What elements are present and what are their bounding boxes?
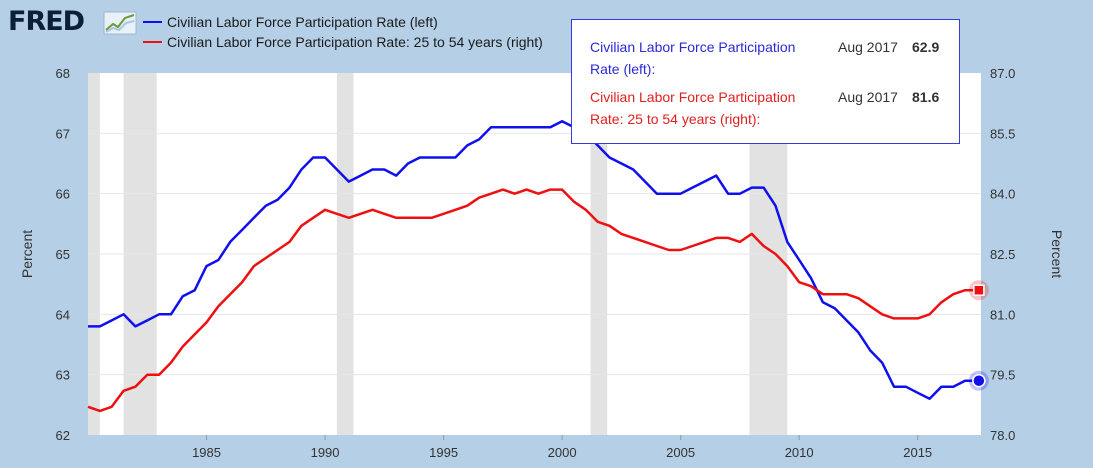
fred-logo[interactable]: FRED [8,6,85,37]
x-tick-label: 2015 [903,445,932,460]
legend-label: Civilian Labor Force Participation Rate … [167,14,438,30]
y-tick-label-left: 65 [56,247,70,262]
line-graph-icon [103,11,137,35]
hover-marker [972,373,986,388]
x-tick-label: 1985 [192,445,221,460]
y-tick-label-right: 79.5 [990,368,1015,383]
y-tick-label-left: 68 [56,66,70,81]
y-tick-label-right: 81.0 [990,307,1015,322]
x-tick-label: 2005 [666,445,695,460]
legend-item-left-series[interactable]: Civilian Labor Force Participation Rate … [143,14,438,30]
x-tick-label: 2000 [548,445,577,460]
legend-item-right-series[interactable]: Civilian Labor Force Participation Rate:… [143,34,543,50]
y-tick-label-right: 82.5 [990,247,1015,262]
series-line-left [88,120,979,401]
series-line-right [87,188,979,413]
tooltip-series-label: Civilian Labor Force Participation Rate … [590,39,796,77]
tooltip-date: Aug 2017 [838,39,898,55]
hover-markers [968,280,989,391]
axis-ticks: 62 63 64 65 66 67 68 78.0 79.5 81.0 82.5 84.0 85.5 87… [56,66,1016,460]
y-tick-label-left: 64 [56,307,70,322]
y-tick-label-right: 78.0 [990,428,1015,443]
hover-marker [973,284,985,296]
chart-tooltip: Civilian Labor Force Participation Rate … [571,19,960,144]
series-lines [87,120,979,413]
y-axis-title-right: Percent [1049,230,1065,278]
tooltip-value: 62.9 [912,39,940,55]
y-tick-label-left: 62 [56,428,70,443]
x-tick-label: 1990 [311,445,340,460]
y-tick-label-left: 63 [56,368,70,383]
y-tick-label-right: 84.0 [990,187,1015,202]
tooltip-series-label: Civilian Labor Force Participation Rate:… [590,89,796,127]
y-tick-label-left: 66 [56,187,70,202]
y-tick-label-right: 87.0 [990,66,1015,81]
x-tick-label: 1995 [429,445,458,460]
legend-swatch-blue [143,21,162,23]
tooltip-date: Aug 2017 [838,89,898,105]
tooltip-value: 81.6 [912,89,940,105]
legend-label: Civilian Labor Force Participation Rate:… [167,34,543,50]
x-tick-label: 2010 [785,445,814,460]
y-tick-label-right: 85.5 [990,126,1015,141]
y-axis-title-left: Percent [19,230,35,278]
y-tick-label-left: 67 [56,126,70,141]
legend-swatch-red [143,41,162,43]
